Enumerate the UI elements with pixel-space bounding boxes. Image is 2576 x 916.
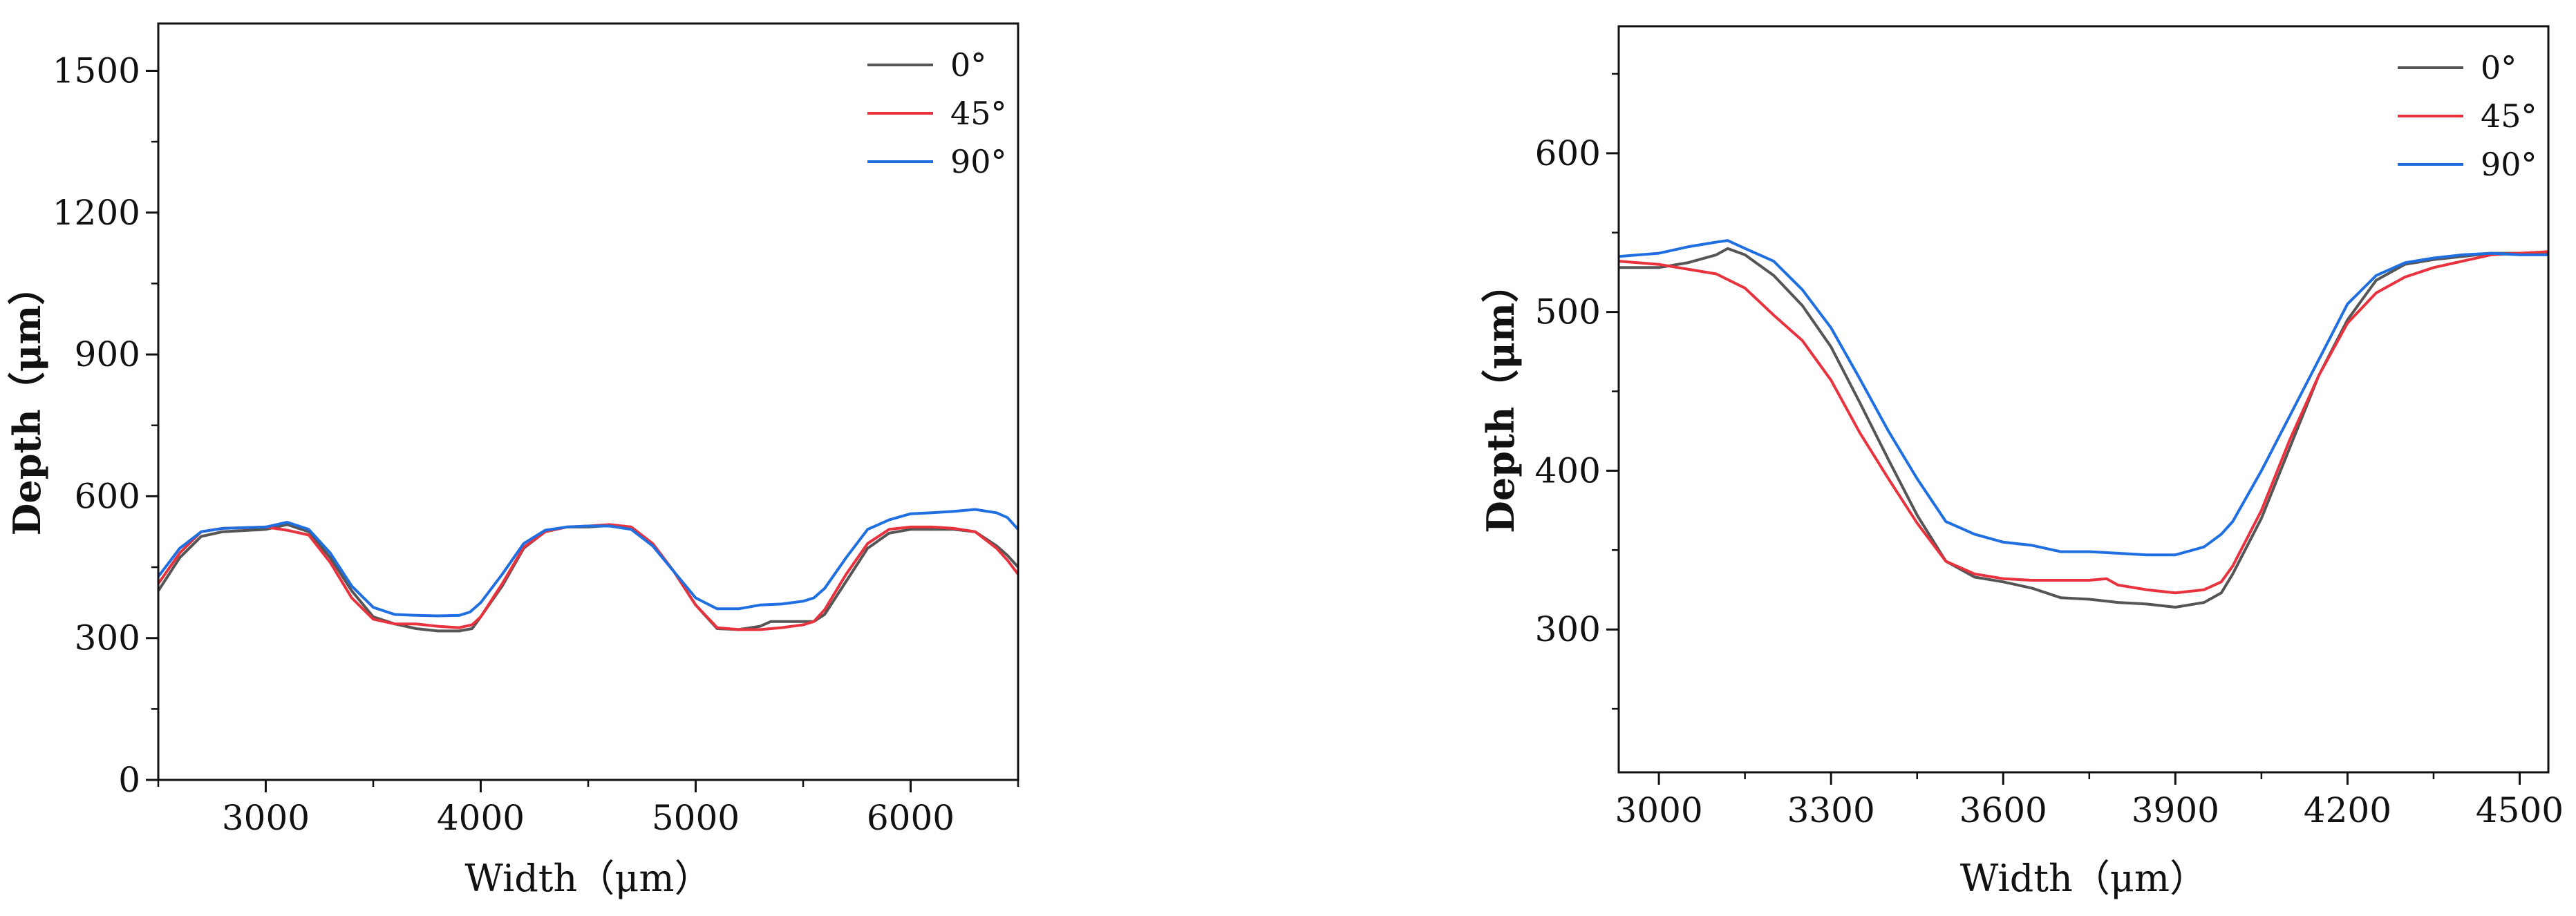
y-tick-label: 600 [1535,133,1601,173]
legend-label: 45° [2481,97,2537,135]
legend-label: 0° [950,46,986,84]
legend-label: 45° [950,95,1007,132]
x-axis-label: Width（μm） [464,857,711,900]
series-line-0 [157,523,1019,633]
y-axis-label: Depth（μm） [5,268,49,536]
x-axis-label: Width（μm） [1960,857,2207,900]
plot-frame [157,22,1019,781]
legend-label: 90° [2481,146,2537,183]
chart-left: 3000 4000 5000 6000 0 300 600 900 1200 1500 Width（… [5,22,1019,900]
x-tick-label: 4500 [2476,790,2564,830]
x-tick-label: 4200 [2304,790,2391,830]
y-tick-label: 300 [1535,609,1601,649]
legend-label: 0° [2481,49,2517,86]
plot-frame [1617,25,2550,774]
y-tick-label: 1200 [53,193,140,233]
x-tick-label: 4000 [437,798,525,838]
y-tick-label: 1500 [53,50,140,90]
series-line-1 [1618,250,2549,595]
y-tick-label: 300 [75,618,140,658]
y-tick-label: 400 [1535,450,1601,490]
y-tick-label: 900 [75,334,140,374]
y-tick-label: 0 [118,760,140,800]
y-axis-label: Depth（μm） [1478,265,1523,533]
x-tick-label: 3900 [2132,790,2219,830]
series-line-1 [157,523,1019,631]
chart-right: 3000 3300 3600 3900 4200 4500 300 400 500 600 Widt… [1478,25,2564,900]
x-tick-label: 3000 [1615,790,1702,830]
y-tick-label: 600 [75,476,140,516]
series-line-2 [157,508,1019,618]
series-line-2 [1618,239,2548,557]
x-tick-label: 3600 [1959,790,2047,830]
x-tick-label: 3300 [1787,790,1875,830]
legend-label: 90° [950,143,1007,180]
x-tick-label: 3000 [222,798,310,838]
x-tick-label: 5000 [652,798,740,838]
x-tick-label: 6000 [867,798,955,838]
y-tick-label: 500 [1535,292,1601,332]
series-line-0 [1619,247,2548,609]
